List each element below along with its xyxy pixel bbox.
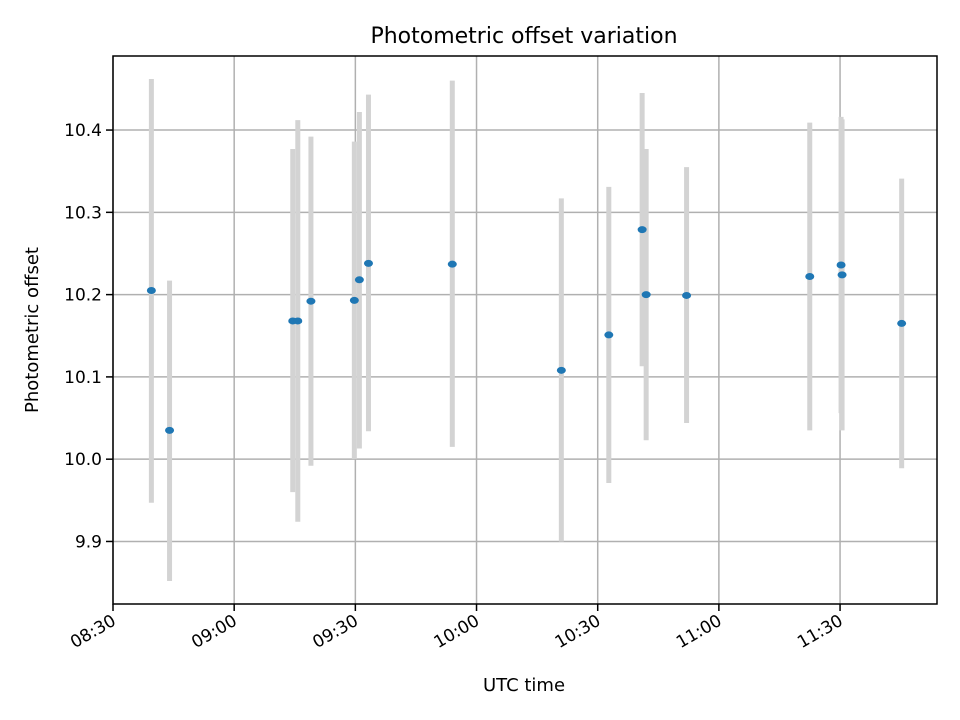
x-axis-label: UTC time [483, 675, 565, 696]
data-point [447, 260, 457, 268]
grid-lines [112, 56, 937, 604]
y-tick-label: 10.3 [64, 203, 102, 223]
data-point [897, 319, 907, 327]
x-tick-label: 11:30 [794, 611, 846, 653]
plot-frame [112, 55, 938, 605]
data-point [363, 259, 373, 267]
y-axis-label: Photometric offset [22, 247, 43, 413]
data-point [641, 291, 651, 299]
axis-ticks: 08:30 09:00 09:30 10:00 10:30 11:00 11:30 9.9 10… [64, 121, 846, 653]
data-point [837, 271, 847, 279]
x-tick-label: 08:30 [67, 611, 119, 653]
data-point [805, 273, 815, 281]
data-point [682, 291, 692, 299]
x-tick-label: 10:30 [552, 611, 604, 653]
data-point [306, 297, 316, 305]
y-tick-label: 9.9 [75, 532, 102, 552]
x-tick-label: 09:00 [188, 611, 240, 653]
data-point [293, 317, 303, 325]
data-point [146, 287, 156, 295]
y-tick-label: 10.1 [64, 368, 102, 388]
data-point [349, 296, 359, 304]
x-tick-label: 11:00 [673, 611, 725, 653]
chart-title: Photometric offset variation [370, 24, 677, 49]
y-tick-label: 10.0 [64, 450, 102, 470]
x-tick-label: 10:00 [431, 611, 483, 653]
error-bars [148, 79, 905, 581]
data-point [604, 331, 614, 339]
y-tick-label: 10.4 [64, 121, 102, 141]
data-point [836, 261, 846, 269]
y-tick-label: 10.2 [64, 286, 102, 306]
data-point [165, 426, 175, 434]
x-tick-label: 09:30 [309, 611, 361, 653]
data-points [146, 226, 907, 434]
data-point [354, 276, 364, 284]
data-point [637, 226, 647, 234]
data-point [556, 366, 566, 374]
